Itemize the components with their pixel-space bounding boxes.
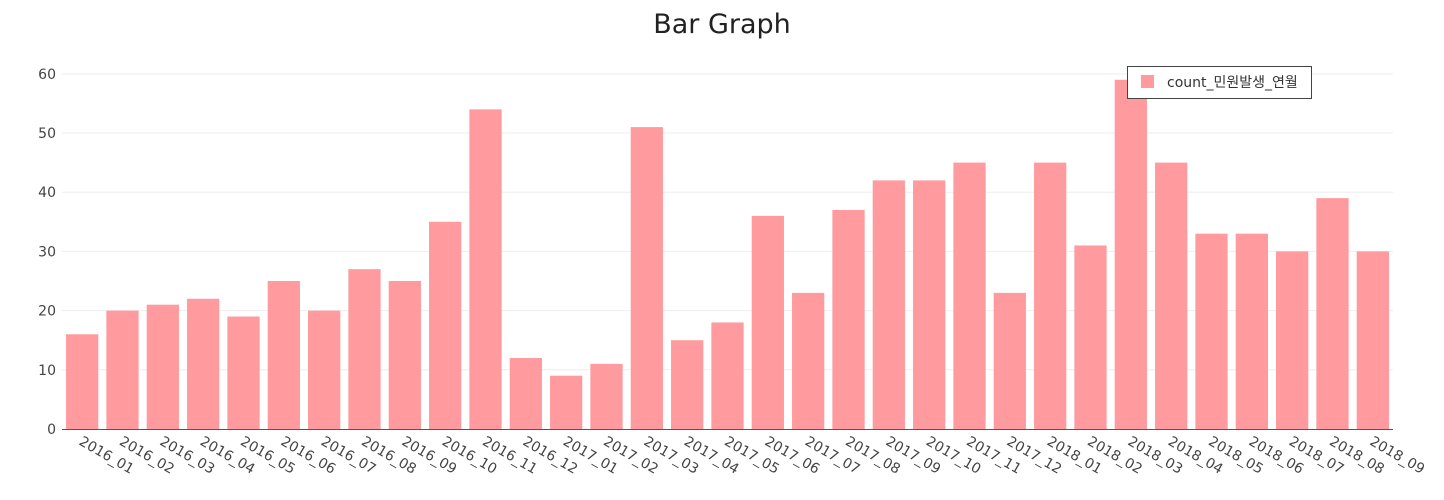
- bar[interactable]: [751, 215, 784, 429]
- bar[interactable]: [227, 316, 260, 429]
- y-tick-label: 20: [38, 304, 56, 320]
- bar[interactable]: [146, 304, 179, 429]
- bar[interactable]: [1235, 233, 1268, 429]
- bar[interactable]: [348, 269, 381, 429]
- y-tick-label: 0: [47, 422, 56, 438]
- bar[interactable]: [671, 340, 704, 429]
- bar[interactable]: [1195, 233, 1228, 429]
- bar[interactable]: [187, 298, 220, 429]
- bar[interactable]: [267, 281, 300, 429]
- legend[interactable]: count_민원발생_연월: [1127, 66, 1312, 99]
- chart-title: Bar Graph: [653, 9, 791, 40]
- legend-swatch: [1141, 75, 1154, 88]
- bar[interactable]: [388, 281, 421, 429]
- x-axis-ticks: 2016_012016_022016_032016_042016_052016_…: [76, 434, 1427, 478]
- bar[interactable]: [106, 310, 139, 429]
- y-tick-label: 30: [38, 244, 56, 260]
- bar[interactable]: [590, 363, 623, 429]
- bar[interactable]: [953, 162, 986, 429]
- bar[interactable]: [872, 180, 905, 429]
- bar[interactable]: [1276, 251, 1309, 429]
- bar[interactable]: [1034, 162, 1067, 429]
- bar[interactable]: [550, 375, 583, 429]
- legend-box: [1127, 66, 1312, 99]
- bar[interactable]: [1316, 198, 1349, 429]
- bar[interactable]: [993, 292, 1026, 429]
- y-axis-ticks: 0 10 20 30 40 50 60: [38, 67, 56, 438]
- bars: [66, 79, 1389, 430]
- bar[interactable]: [1074, 245, 1107, 430]
- y-tick-label: 50: [38, 126, 56, 142]
- bar[interactable]: [1114, 79, 1147, 430]
- bar[interactable]: [832, 209, 865, 429]
- y-tick-label: 10: [38, 363, 56, 379]
- y-tick-label: 40: [38, 185, 56, 201]
- bar[interactable]: [429, 221, 462, 429]
- bar[interactable]: [630, 127, 663, 429]
- bar[interactable]: [509, 357, 542, 429]
- bar[interactable]: [1356, 251, 1389, 429]
- bar[interactable]: [1155, 162, 1188, 429]
- bar[interactable]: [308, 310, 341, 429]
- bar[interactable]: [711, 322, 744, 429]
- bar[interactable]: [792, 292, 825, 429]
- bar[interactable]: [469, 109, 502, 430]
- y-tick-label: 60: [38, 67, 56, 83]
- legend-label: count_민원발생_연월: [1167, 75, 1298, 91]
- bar[interactable]: [913, 180, 946, 429]
- bar[interactable]: [66, 334, 99, 429]
